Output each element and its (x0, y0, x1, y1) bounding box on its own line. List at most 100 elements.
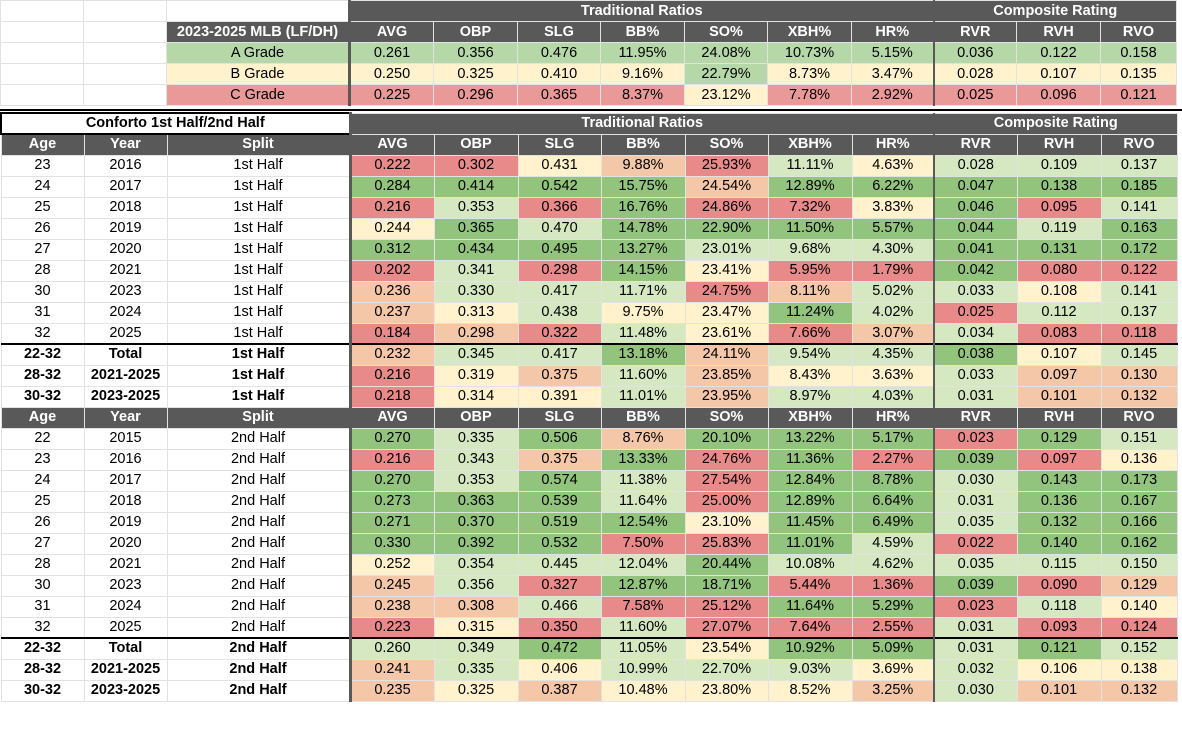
empty-cell[interactable] (0, 42, 84, 64)
stat-cell[interactable]: 0.131 (1016, 238, 1102, 261)
split-cell[interactable]: 1st Half (166, 217, 351, 240)
stat-cell[interactable]: 11.36% (767, 448, 853, 471)
stat-cell[interactable]: 0.312 (348, 238, 435, 261)
column-header-avg[interactable]: AVG (348, 406, 435, 429)
column-header-slg[interactable]: SLG (517, 133, 602, 156)
age-cell[interactable]: 25 (0, 196, 85, 219)
stat-cell[interactable]: 24.11% (684, 343, 769, 366)
grade-value-cell[interactable]: 22.79% (684, 63, 768, 85)
stat-cell[interactable]: 0.270 (348, 469, 435, 492)
grade-value-cell[interactable]: 23.12% (684, 84, 768, 106)
age-cell[interactable]: 27 (0, 532, 85, 555)
stat-cell[interactable]: 8.11% (767, 280, 853, 303)
stat-cell[interactable]: 0.097 (1016, 364, 1102, 387)
stat-cell[interactable]: 22.90% (684, 217, 769, 240)
stat-cell[interactable]: 0.356 (433, 574, 519, 597)
stat-cell[interactable]: 0.030 (933, 469, 1018, 492)
stat-cell[interactable]: 0.313 (433, 301, 519, 324)
stat-cell[interactable]: 0.122 (1100, 259, 1178, 282)
stat-cell[interactable]: 24.54% (684, 175, 769, 198)
grade-value-cell[interactable]: 0.325 (433, 63, 518, 85)
age-cell[interactable]: 30-32 (0, 679, 85, 702)
column-header-slg[interactable]: SLG (517, 21, 601, 43)
stat-cell[interactable]: 5.02% (851, 280, 935, 303)
split-cell[interactable]: 2nd Half (166, 658, 351, 681)
stat-cell[interactable]: 0.039 (933, 448, 1018, 471)
split-cell[interactable]: 1st Half (166, 322, 351, 345)
stat-cell[interactable]: 0.163 (1100, 217, 1178, 240)
grade-value-cell[interactable]: 0.036 (932, 42, 1017, 64)
stat-cell[interactable]: 11.45% (767, 511, 853, 534)
stat-cell[interactable]: 0.216 (348, 196, 435, 219)
stat-cell[interactable]: 0.273 (348, 490, 435, 513)
age-cell[interactable]: 28-32 (0, 364, 85, 387)
stat-cell[interactable]: 0.095 (1016, 196, 1102, 219)
stat-cell[interactable]: 0.025 (933, 301, 1018, 324)
column-header-bb-pct[interactable]: BB% (600, 133, 686, 156)
stat-cell[interactable]: 3.69% (851, 658, 935, 681)
stat-cell[interactable]: 10.08% (767, 553, 853, 576)
grade-value-cell[interactable]: 0.225 (348, 84, 434, 106)
stat-cell[interactable]: 12.89% (767, 175, 853, 198)
stat-cell[interactable]: 11.60% (600, 364, 686, 387)
age-cell[interactable]: 31 (0, 301, 85, 324)
age-cell[interactable]: 30 (0, 574, 85, 597)
stat-cell[interactable]: 0.031 (933, 490, 1018, 513)
column-header-year[interactable]: Year (83, 406, 168, 429)
grade-value-cell[interactable]: 0.250 (348, 63, 434, 85)
stat-cell[interactable]: 0.101 (1016, 679, 1102, 702)
stat-cell[interactable]: 0.132 (1100, 385, 1178, 408)
column-header-rvh[interactable]: RVH (1016, 21, 1101, 43)
stat-cell[interactable]: 0.107 (1016, 343, 1102, 366)
stat-cell[interactable]: 0.129 (1100, 574, 1178, 597)
stat-cell[interactable]: 0.574 (517, 469, 602, 492)
year-cell[interactable]: 2017 (83, 469, 168, 492)
stat-cell[interactable]: 0.039 (933, 574, 1018, 597)
grade-value-cell[interactable]: 24.08% (684, 42, 768, 64)
stat-cell[interactable]: 0.260 (348, 637, 435, 660)
grade-value-cell[interactable]: 0.096 (1016, 84, 1101, 106)
stat-cell[interactable]: 0.325 (433, 679, 519, 702)
stat-cell[interactable]: 0.315 (433, 616, 519, 639)
stat-cell[interactable]: 23.01% (684, 238, 769, 261)
stat-cell[interactable]: 0.023 (933, 595, 1018, 618)
empty-cell[interactable] (83, 21, 167, 43)
column-header-rvh[interactable]: RVH (1016, 133, 1102, 156)
stat-cell[interactable]: 3.07% (851, 322, 935, 345)
stat-cell[interactable]: 0.466 (517, 595, 602, 618)
stat-cell[interactable]: 24.86% (684, 196, 769, 219)
stat-cell[interactable]: 22.70% (684, 658, 769, 681)
split-cell[interactable]: 2nd Half (166, 616, 351, 639)
composite-rating-header[interactable]: Composite Rating (932, 0, 1177, 22)
stat-cell[interactable]: 8.43% (767, 364, 853, 387)
empty-cell[interactable] (83, 84, 167, 106)
stat-cell[interactable]: 0.145 (1100, 343, 1178, 366)
age-cell[interactable]: 22-32 (0, 637, 85, 660)
stat-cell[interactable]: 13.27% (600, 238, 686, 261)
stat-cell[interactable]: 0.223 (348, 616, 435, 639)
split-cell[interactable]: 2nd Half (166, 553, 351, 576)
stat-cell[interactable]: 0.235 (348, 679, 435, 702)
stat-cell[interactable]: 4.63% (851, 154, 935, 177)
stat-cell[interactable]: 0.023 (933, 427, 1018, 450)
stat-cell[interactable]: 11.24% (767, 301, 853, 324)
stat-cell[interactable]: 0.118 (1016, 595, 1102, 618)
year-cell[interactable]: 2018 (83, 490, 168, 513)
stat-cell[interactable]: 0.121 (1016, 637, 1102, 660)
grade-value-cell[interactable]: 0.135 (1100, 63, 1177, 85)
year-cell[interactable]: 2016 (83, 448, 168, 471)
stat-cell[interactable]: 0.241 (348, 658, 435, 681)
stat-cell[interactable]: 0.222 (348, 154, 435, 177)
stat-cell[interactable]: 0.140 (1016, 532, 1102, 555)
stat-cell[interactable]: 0.244 (348, 217, 435, 240)
stat-cell[interactable]: 23.41% (684, 259, 769, 282)
stat-cell[interactable]: 12.84% (767, 469, 853, 492)
stat-cell[interactable]: 4.03% (851, 385, 935, 408)
stat-cell[interactable]: 0.132 (1100, 679, 1178, 702)
stat-cell[interactable]: 8.97% (767, 385, 853, 408)
stat-cell[interactable]: 11.64% (767, 595, 853, 618)
stat-cell[interactable]: 0.314 (433, 385, 519, 408)
stat-cell[interactable]: 0.132 (1016, 511, 1102, 534)
stat-cell[interactable]: 0.138 (1100, 658, 1178, 681)
empty-cell[interactable] (83, 42, 167, 64)
